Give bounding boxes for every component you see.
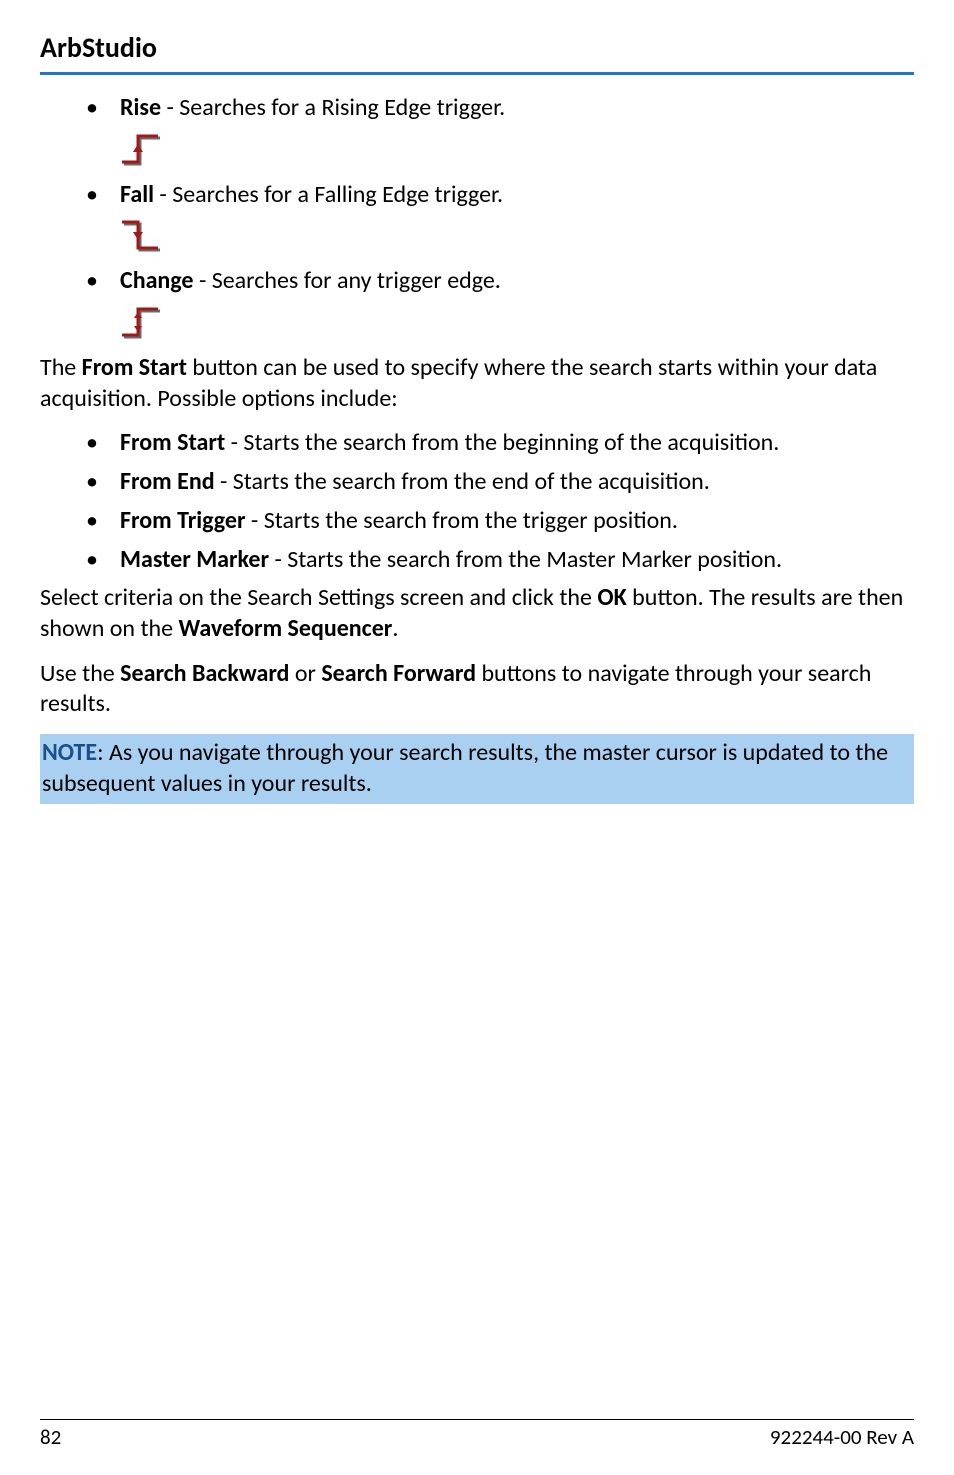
list-item: •Master Marker - Starts the search from …: [86, 545, 914, 576]
bullet: •: [86, 93, 120, 124]
text-bold: OK: [597, 583, 626, 612]
note-label: NOTE: [42, 738, 97, 767]
item-text: From Trigger - Starts the search from th…: [120, 506, 678, 537]
list-item: •Change - Searches for any trigger edge.: [86, 266, 914, 297]
from-start-paragraph: The From Start button can be used to spe…: [40, 353, 914, 414]
text-bold: From Start: [82, 353, 187, 382]
text-bold: Search Backward: [120, 659, 289, 688]
text: Use the: [40, 659, 120, 688]
bullet: •: [86, 266, 120, 297]
item-text: From End - Starts the search from the en…: [120, 467, 710, 498]
text: .: [392, 614, 398, 643]
rise-edge-icon: [120, 130, 914, 170]
note-box: NOTE: As you navigate through your searc…: [40, 734, 914, 803]
item-text: Fall - Searches for a Falling Edge trigg…: [120, 180, 503, 211]
text-bold: Waveform Sequencer: [178, 614, 392, 643]
text: or: [289, 659, 321, 688]
page-heading: ArbStudio: [40, 30, 914, 75]
item-text: Change - Searches for any trigger edge.: [120, 266, 501, 297]
change-edge-icon: [120, 303, 914, 343]
text-bold: Search Forward: [321, 659, 476, 688]
bullet: •: [86, 506, 120, 537]
list-item: •From End - Starts the search from the e…: [86, 467, 914, 498]
list-item: •From Trigger - Starts the search from t…: [86, 506, 914, 537]
list-item: •Rise - Searches for a Rising Edge trigg…: [86, 93, 914, 124]
page-number: 82: [40, 1424, 61, 1451]
bullet: •: [86, 428, 120, 459]
list-item: •From Start - Starts the search from the…: [86, 428, 914, 459]
paragraph: Select criteria on the Search Settings s…: [40, 583, 914, 644]
page-footer: 82 922244-00 Rev A: [40, 1419, 914, 1451]
trigger-list: •Rise - Searches for a Rising Edge trigg…: [86, 93, 914, 343]
note-text: : As you navigate through your search re…: [42, 738, 888, 798]
bullet: •: [86, 180, 120, 211]
item-text: From Start - Starts the search from the …: [120, 428, 779, 459]
text: The: [40, 353, 82, 382]
paragraph: Use the Search Backward or Search Forwar…: [40, 659, 914, 720]
options-list: •From Start - Starts the search from the…: [86, 428, 914, 575]
item-text: Master Marker - Starts the search from t…: [120, 545, 782, 576]
item-text: Rise - Searches for a Rising Edge trigge…: [120, 93, 505, 124]
bullet: •: [86, 545, 120, 576]
text: Select criteria on the Search Settings s…: [40, 583, 597, 612]
fall-edge-icon: [120, 216, 914, 256]
bullet: •: [86, 467, 120, 498]
list-item: •Fall - Searches for a Falling Edge trig…: [86, 180, 914, 211]
doc-revision: 922244-00 Rev A: [770, 1424, 914, 1451]
